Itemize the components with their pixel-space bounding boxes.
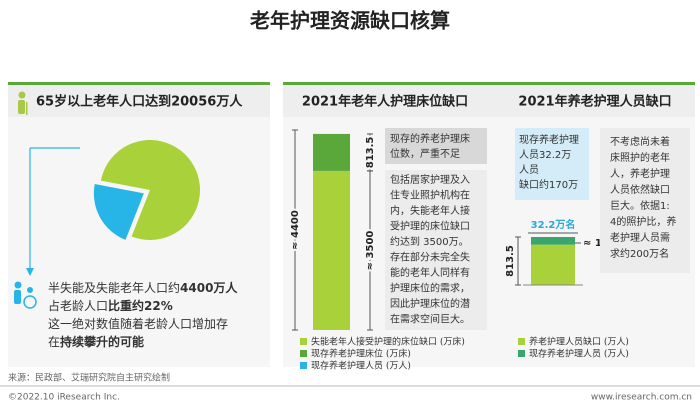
panel-header bbox=[8, 85, 270, 117]
title: 老年护理资源缺口核算 bbox=[250, 9, 450, 33]
note-line: 现存的养老护理床 bbox=[390, 132, 470, 145]
bar-label: ≈ 170 bbox=[583, 238, 616, 249]
note-line: 约达到 3500万。 bbox=[390, 235, 469, 248]
legend-swatch bbox=[518, 350, 525, 357]
note-line: 护理床位的需求， bbox=[390, 282, 470, 295]
legend-label: 现存养老护理人员 (万人) bbox=[311, 360, 411, 372]
panel-accent bbox=[283, 82, 695, 85]
note-line: 不考虑尚未着 bbox=[610, 135, 670, 148]
note-line: 缺口约170万 bbox=[519, 178, 578, 191]
text-run: 占老龄人口 bbox=[48, 298, 108, 313]
pie-slice bbox=[100, 140, 200, 241]
heading: 2021年养老护理人员缺口 bbox=[518, 94, 671, 110]
care-icon bbox=[14, 281, 37, 309]
text-line: 这一绝对数值随着老龄人口增加存 bbox=[48, 316, 228, 331]
note-line: 在需求空间巨大。 bbox=[390, 313, 470, 326]
bar-segment bbox=[313, 133, 350, 171]
copyright: ©2022.10 iResearch Inc. bbox=[8, 393, 120, 403]
text-line: 半失能及失能老年人口约4400万人 bbox=[48, 280, 238, 295]
note-line: 人，养老护理 bbox=[610, 167, 670, 180]
bracket-label: 813.5 bbox=[505, 245, 516, 277]
legend-label: 失能老年人接受护理的床位缺口 (万床) bbox=[311, 336, 465, 348]
note-line: 老护理人员需 bbox=[610, 231, 670, 244]
text-run: 4400万人 bbox=[180, 280, 238, 295]
bar-label: 32.2万名 bbox=[531, 218, 576, 231]
note-line: 人员依然缺口 bbox=[610, 183, 670, 196]
bar-segment bbox=[531, 244, 575, 285]
bracket-label: 813.5 bbox=[365, 137, 376, 169]
bracket-label: ≈ 3500 bbox=[365, 231, 376, 271]
pie-slice bbox=[93, 184, 144, 240]
content: ≈ 4400 813.5 ≈ 3500 现存的养老护理床位数，严重不足包括居家护理及入… bbox=[288, 128, 690, 372]
legend-label: 现存养老护理床位 (万床) bbox=[311, 348, 411, 360]
text-block: 半失能及失能老年人口约4400万人占老龄人口比重约22%这一绝对数值随着老龄人口… bbox=[48, 280, 238, 349]
bar-segment bbox=[531, 237, 575, 245]
source: 来源：民政部、艾瑞研究院自主研究绘制 bbox=[8, 372, 170, 384]
legend-label: 养老护理人员缺口 (万人) bbox=[529, 336, 629, 348]
text-line: 在持续攀升的可能 bbox=[48, 334, 144, 349]
text-run: 比重约22% bbox=[108, 298, 173, 313]
legend-swatch bbox=[300, 350, 307, 357]
note-line: 巨大。依据1: bbox=[610, 199, 670, 212]
note-line: 求约200万名 bbox=[610, 247, 669, 260]
note-line: 住专业照护机构在 bbox=[390, 189, 470, 202]
text-run: 这一绝对数值随着老龄人口增加存 bbox=[48, 316, 228, 331]
arrow-head bbox=[26, 268, 34, 276]
legend-swatch bbox=[300, 362, 307, 369]
note-line: 能的老年人同样有 bbox=[390, 266, 470, 279]
note-line: 内，失能老年人接 bbox=[390, 204, 470, 217]
text-run: 持续攀升的可能 bbox=[60, 334, 144, 349]
note-line: 人员32.2万 bbox=[519, 149, 571, 161]
legend-swatch bbox=[518, 338, 525, 345]
text-run: 半失能及失能老年人口约 bbox=[48, 280, 180, 295]
note-box bbox=[385, 170, 487, 330]
elder-icon bbox=[18, 91, 28, 115]
text-run: 在 bbox=[48, 335, 60, 349]
note-line: 位数，严重不足 bbox=[390, 147, 460, 160]
panel-accent bbox=[8, 82, 270, 85]
panel-header bbox=[283, 85, 695, 117]
bracket-label: ≈ 4400 bbox=[290, 210, 301, 250]
note-line: 受护理的床位缺口 bbox=[390, 220, 470, 233]
note-line: 4的照护比，养 bbox=[610, 215, 676, 228]
pie bbox=[93, 140, 200, 241]
bar-segment bbox=[313, 170, 350, 330]
note-box bbox=[385, 128, 487, 164]
note-line: 包括居家护理及入 bbox=[390, 173, 470, 186]
heading: 2021年老年人护理床位缺口 bbox=[302, 94, 468, 110]
note-line: 床照护的老年 bbox=[610, 151, 670, 164]
note-box bbox=[515, 128, 589, 200]
legend-swatch bbox=[300, 338, 307, 345]
note-line: 存在部分未完全失 bbox=[390, 251, 470, 264]
note-line: 人员 bbox=[519, 164, 539, 176]
text-line: 占老龄人口比重约22% bbox=[48, 298, 173, 313]
note-line: 因此护理床位的潜 bbox=[390, 297, 470, 310]
heading: 65岁以上老年人口达到20056万人 bbox=[36, 94, 243, 110]
site: www.iresearch.com.cn bbox=[591, 393, 692, 403]
note-box bbox=[600, 128, 690, 273]
legend-label: 现存养老护理人员 (万人) bbox=[529, 348, 629, 360]
note-line: 现存养老护理 bbox=[519, 133, 579, 146]
